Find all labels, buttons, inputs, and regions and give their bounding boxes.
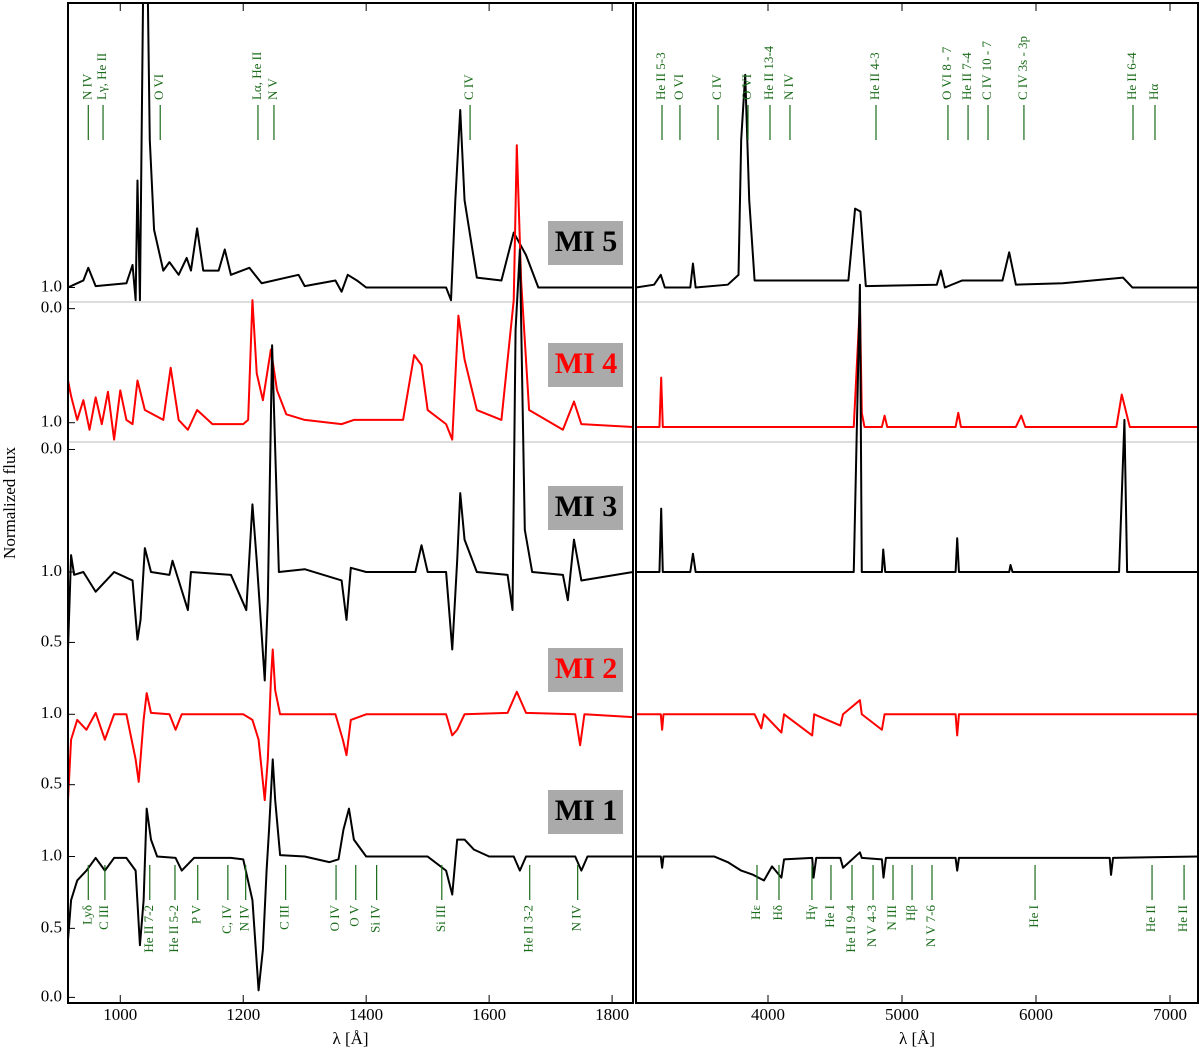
line-id-label: C, IV — [219, 904, 234, 934]
line-id-label: He II — [1143, 905, 1158, 932]
y-tick-label: 0.5 — [41, 774, 62, 793]
line-id-label: C III — [96, 905, 111, 930]
y-tick-label: 0.5 — [41, 631, 62, 650]
line-id-label: He II 7-4 — [959, 52, 974, 100]
line-id-label: Hε — [748, 904, 763, 919]
line-id-label: O V — [347, 904, 362, 926]
line-id-label: C IV 3s - 3p — [1015, 36, 1030, 100]
line-id-label: N IV — [569, 904, 584, 931]
y-tick-label: 0.0 — [41, 298, 62, 317]
line-id-label: He II 6-4 — [1124, 52, 1139, 100]
plot-frame — [67, 2, 634, 1004]
line-id-label: He II — [1175, 905, 1190, 932]
legend-label: MI 2 — [555, 652, 618, 685]
y-tick-label: 1.0 — [41, 276, 62, 295]
line-id-label: O VI — [671, 74, 686, 100]
line-id-label: Si III — [433, 905, 448, 932]
legend-box — [548, 343, 623, 387]
legend-box — [548, 486, 623, 530]
x-tick-label: 1000 — [103, 1005, 137, 1024]
line-id-label: N V 7-6 — [923, 905, 938, 948]
spectrum-line — [636, 73, 1198, 289]
line-id-label: He II 9-4 — [843, 905, 858, 953]
line-id-label: O VI — [739, 74, 754, 100]
line-id-label: N V 4-3 — [864, 905, 879, 947]
line-id-label: He I — [822, 905, 837, 928]
spectrum-line — [636, 303, 1198, 428]
line-id-label: He II 5-3 — [653, 52, 668, 100]
x-tick-label: 4000 — [751, 1005, 785, 1024]
legend-box — [548, 790, 623, 834]
line-id-label: He II 13-4 — [761, 45, 776, 100]
x-tick-label: 1600 — [472, 1005, 506, 1024]
line-id-label: N V — [265, 78, 280, 100]
spectrum-line — [636, 699, 1198, 737]
line-id-label: Lyδ — [79, 905, 94, 925]
line-id-label: He II 5-2 — [166, 905, 181, 953]
legend-label: MI 5 — [555, 225, 618, 258]
spectrum-line — [68, 3, 633, 302]
legend-box — [548, 648, 623, 692]
spectrum-line — [636, 851, 1198, 882]
line-id-label: O IV — [327, 904, 342, 931]
line-id-label: P V — [189, 904, 204, 924]
spectrum-line — [68, 648, 633, 802]
plot-frame — [635, 2, 1199, 1004]
x-tick-label: 1400 — [349, 1005, 383, 1024]
line-id-label: C III — [277, 905, 292, 930]
line-id-label: He II 3-2 — [521, 905, 536, 953]
line-id-label: Hα — [1146, 84, 1161, 100]
y-axis-label: Normalized flux — [0, 447, 19, 559]
spectrum-line — [68, 758, 633, 992]
line-id-label: Hδ — [770, 905, 785, 921]
line-id-label: C IV 10 - 7 — [979, 41, 994, 100]
y-tick-label: 0.0 — [41, 438, 62, 457]
line-id-label: N IV — [781, 73, 796, 100]
spectrum-line — [68, 248, 633, 682]
x-tick-label: 1800 — [595, 1005, 629, 1024]
line-id-label: O VI 8 - 7 — [939, 46, 954, 100]
legend-label: MI 4 — [555, 347, 618, 380]
y-tick-label: 1.0 — [41, 412, 62, 431]
line-id-label: N IV — [237, 904, 252, 931]
line-id-label: Lγ, He II — [94, 53, 109, 100]
y-tick-label: 1.0 — [41, 561, 62, 580]
line-id-label: N IV — [79, 73, 94, 100]
line-id-label: He I — [1026, 905, 1041, 928]
x-tick-label: 7000 — [1153, 1005, 1187, 1024]
spectrum-line — [636, 283, 1198, 574]
legend-box — [548, 221, 623, 265]
x-axis-label: λ [Å] — [899, 1029, 935, 1048]
line-id-label: Hγ — [803, 905, 818, 920]
line-id-label: C IV — [709, 74, 724, 100]
line-id-label: O VI — [151, 74, 166, 100]
x-axis-label: λ [Å] — [332, 1029, 368, 1048]
y-tick-label: 1.0 — [41, 703, 62, 722]
line-id-label: Si IV — [368, 904, 383, 932]
y-tick-label: 0.0 — [41, 986, 62, 1005]
line-id-label: C IV — [461, 74, 476, 100]
x-tick-label: 6000 — [1019, 1005, 1053, 1024]
y-tick-label: 0.5 — [41, 917, 62, 936]
legend-label: MI 1 — [555, 794, 618, 827]
y-tick-label: 1.0 — [41, 845, 62, 864]
line-id-label: N III — [884, 905, 899, 931]
line-id-label: Hβ — [903, 905, 918, 921]
legend-label: MI 3 — [555, 490, 618, 523]
line-id-label: Lα, He II — [249, 52, 264, 100]
x-tick-label: 1200 — [226, 1005, 260, 1024]
x-tick-label: 5000 — [885, 1005, 919, 1024]
line-id-label: He II 7-2 — [141, 905, 156, 953]
line-id-label: He II 4-3 — [867, 52, 882, 100]
spectrum-line — [68, 144, 633, 441]
